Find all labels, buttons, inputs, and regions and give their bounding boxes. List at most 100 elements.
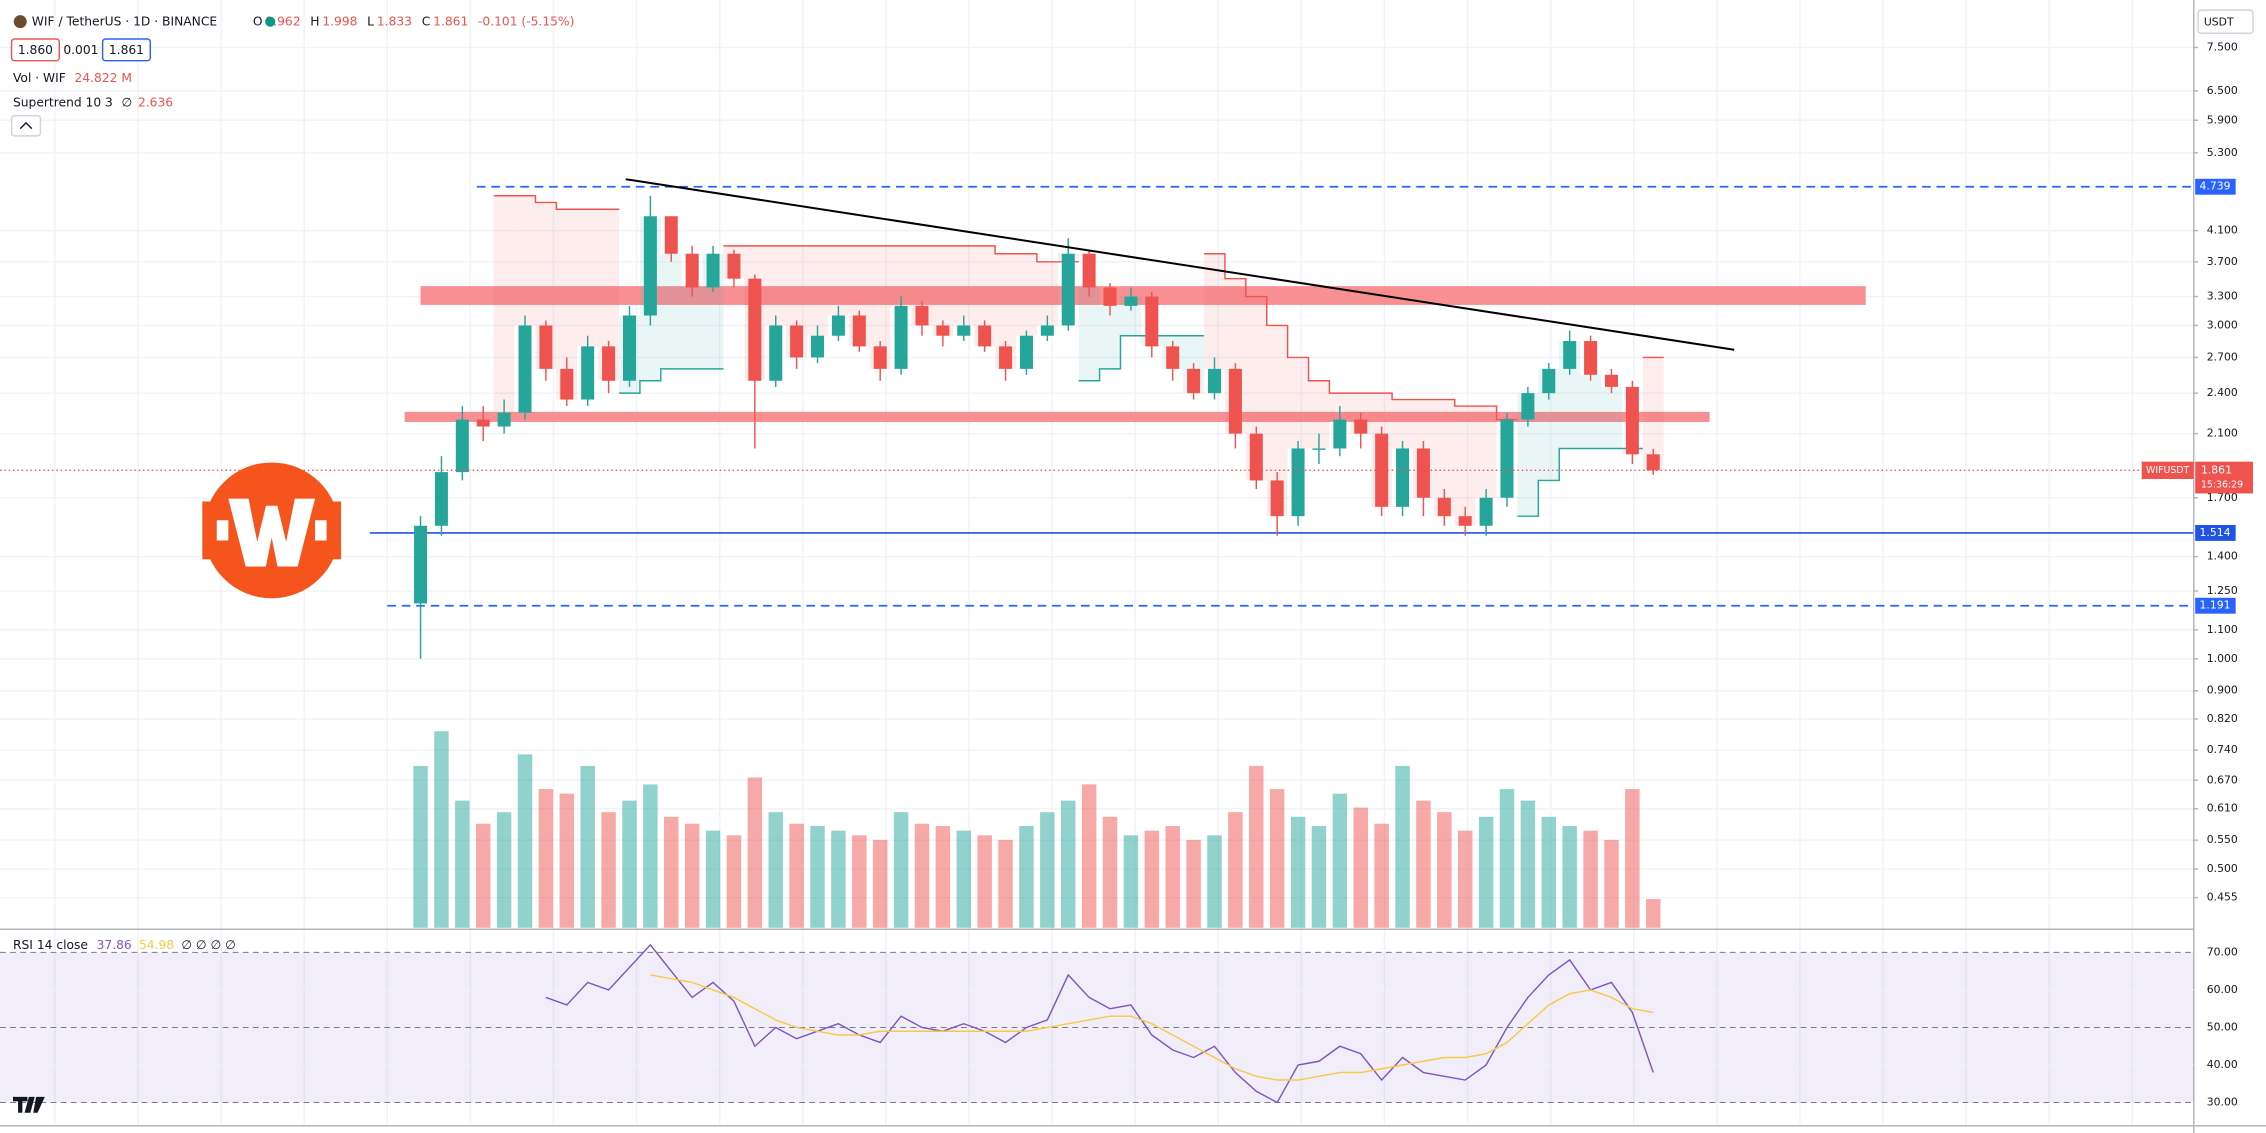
ask-box[interactable] [101, 38, 152, 62]
candle-body [1103, 287, 1117, 306]
supertrend-fill [1642, 357, 1664, 471]
y-tick-label: 1.000 [2207, 652, 2238, 665]
supertrend-fill [577, 209, 599, 347]
h-label: H [310, 14, 319, 28]
candle-body [1646, 454, 1660, 471]
volume-bar [559, 793, 575, 928]
candle-body [1291, 448, 1305, 517]
candle-body [706, 253, 720, 288]
rsi-line [545, 943, 1654, 1104]
y-tick-label: 0.455 [2207, 891, 2238, 904]
supertrend-fill [660, 253, 682, 369]
bid-box[interactable] [10, 38, 60, 62]
symbol: WIF / TetherUS · 1D · BINANCE [32, 14, 217, 28]
volume-bar [1061, 800, 1076, 928]
trendline [625, 178, 1735, 351]
supertrend-fill [493, 195, 515, 413]
volume-indicator: Vol · WIF 24.822 M [13, 71, 132, 85]
candle-body [539, 325, 553, 369]
volume-bar [998, 839, 1013, 928]
y-tick-label: 6.500 [2207, 84, 2238, 97]
candle-body [1396, 448, 1410, 507]
volume-bar [1520, 800, 1536, 928]
supertrend-fill [1016, 253, 1037, 336]
candle-body [1458, 516, 1472, 526]
candle-body [560, 368, 574, 400]
supertrend-line [1078, 335, 1205, 382]
volume-bar [1081, 784, 1097, 928]
rsi-header: RSI 14 close 37.86 54.98 ∅ ∅ ∅ ∅ [13, 938, 236, 952]
volume-bar [1019, 826, 1034, 928]
supertrend-fill [1475, 406, 1497, 498]
high: 1.998 [322, 14, 357, 28]
supertrend-fill [995, 253, 1017, 369]
volume-bar [1437, 812, 1452, 928]
volume-bar [1478, 816, 1494, 928]
supertrend-fill [1287, 357, 1309, 449]
collapse-button[interactable] [10, 114, 42, 137]
volume-bar [601, 812, 616, 928]
candle-body [643, 216, 657, 316]
candle-body [1145, 296, 1159, 347]
supertrend-fill [1517, 393, 1539, 517]
supertrend-fill [1099, 305, 1121, 369]
supertrend-line [619, 368, 724, 394]
countdown: 15:36:29 [2201, 479, 2243, 490]
symbol-tag [2141, 461, 2194, 479]
volume-bar [956, 830, 971, 928]
volume-bar [914, 823, 930, 928]
supertrend-fill [932, 245, 954, 336]
currency-button[interactable] [2197, 9, 2254, 34]
volume-bar [1457, 830, 1473, 928]
supertrend-label: Supertrend 10 3 [13, 95, 113, 109]
y-tick-label: 7.500 [2207, 40, 2238, 53]
candle-body [1207, 368, 1221, 394]
supertrend-fill [1308, 380, 1330, 449]
y-tick-label: 1.400 [2207, 550, 2238, 563]
price-tag [2195, 597, 2236, 614]
candle-body [748, 278, 762, 381]
currency: USDT [2204, 15, 2234, 28]
candle-body [1228, 368, 1242, 434]
candle-body [581, 346, 595, 400]
supertrend-line [1204, 253, 1518, 421]
y-tick-label: 1.250 [2207, 584, 2238, 597]
volume-bar [643, 784, 658, 928]
candle-body [915, 305, 929, 326]
rsi-tick-label: 60.00 [2207, 983, 2238, 996]
volume-bar [580, 765, 595, 928]
supertrend-fill [1454, 406, 1476, 526]
volume-bar [893, 812, 909, 928]
candle-body [518, 325, 532, 413]
candle-body [1040, 325, 1054, 336]
symbol-icon [13, 15, 27, 29]
volume-bar [1311, 826, 1327, 928]
candle-body [455, 419, 469, 473]
volume-bar [1102, 816, 1118, 928]
y-tick-label: 4.100 [2207, 224, 2238, 237]
volume-bar [977, 835, 992, 928]
resistance-zone [420, 286, 1866, 305]
volume-bar [1646, 899, 1661, 928]
candle-body [852, 315, 866, 347]
supertrend-line [723, 245, 1079, 263]
y-tick-label: 2.700 [2207, 350, 2238, 363]
o-label: O [253, 14, 263, 28]
volume-bar [1228, 812, 1243, 928]
candle-body [1416, 448, 1430, 498]
price-tag-label: 4.739 [2200, 180, 2231, 193]
supertrend-fill [974, 245, 996, 347]
volume-bar [705, 830, 721, 928]
volume-bar [622, 800, 637, 928]
supertrend-fill [1601, 386, 1622, 449]
candle-body [664, 216, 678, 254]
supertrend-fill [911, 245, 933, 326]
volume-bar [1374, 823, 1389, 928]
low: 1.833 [377, 14, 412, 28]
candle-body [1249, 433, 1263, 481]
price-tag [2195, 178, 2236, 195]
candle-body [1479, 497, 1493, 526]
candle-body [434, 472, 448, 526]
